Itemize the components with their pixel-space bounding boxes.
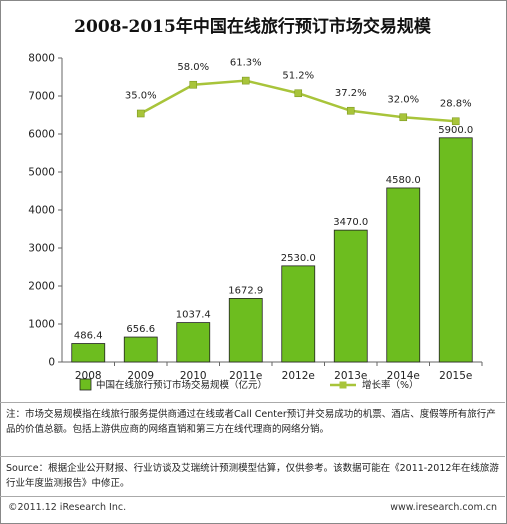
y-tick-label: 5000	[28, 167, 55, 179]
growth-rate-label: 28.8%	[440, 98, 472, 109]
note-definition: 注：市场交易规模指在线旅行服务提供商通过在线或者Call Center预订并交易…	[6, 409, 496, 435]
bar-value-label: 5900.0	[438, 125, 473, 136]
legend-bar-label: 中国在线旅行预订市场交易规模（亿元）	[96, 379, 267, 391]
bar-2010	[176, 322, 211, 363]
growth-point-2010	[189, 80, 198, 89]
bar-2011e	[228, 298, 263, 363]
growth-rate-label: 51.2%	[282, 70, 314, 81]
growth-point-2014e	[399, 113, 408, 122]
y-tick-label: 7000	[28, 91, 55, 103]
bar-value-label: 1672.9	[228, 285, 263, 296]
bar-2015e	[438, 137, 473, 363]
bar-2009	[123, 336, 158, 363]
growth-rate-label: 35.0%	[125, 91, 157, 102]
x-tick-label: 2010	[180, 370, 207, 382]
y-tick-label: 0	[48, 357, 55, 369]
x-tick-label: 2011e	[229, 370, 262, 382]
bar-value-label: 2530.0	[281, 253, 316, 264]
x-tick-label: 2009	[127, 370, 154, 382]
y-tick-label: 2000	[28, 281, 55, 293]
bar-value-label: 3470.0	[333, 217, 368, 228]
bar-2014e	[386, 187, 421, 363]
growth-rate-label: 61.3%	[230, 58, 262, 69]
growth-rate-label: 37.2%	[335, 88, 367, 99]
growth-point-2011e	[241, 76, 250, 85]
separator-1	[0, 402, 505, 403]
separator-3	[0, 496, 505, 497]
y-tick-label: 3000	[28, 243, 55, 255]
chart-canvas: 0 1000 2000 3000 4000 5000 6000 7000 8000 486.4 20…	[28, 53, 483, 391]
growth-point-2013e	[346, 106, 355, 115]
growth-point-2009	[136, 109, 145, 118]
bar-2012e	[281, 265, 316, 363]
y-tick-label: 8000	[28, 53, 55, 65]
growth-point-2015e	[451, 117, 460, 126]
x-tick-label: 2014e	[387, 370, 420, 382]
legend-bar-swatch	[79, 378, 92, 391]
note-source: Source：根据企业公开财报、行业访谈及艾瑞统计预测模型估算，仅供参考。该数据…	[6, 463, 499, 489]
bar-2013e	[333, 229, 368, 363]
legend-line-marker	[339, 381, 347, 389]
y-tick-label: 4000	[28, 205, 55, 217]
x-tick-label: 2012e	[282, 370, 315, 382]
y-tick-label: 1000	[28, 319, 55, 331]
footer-website: www.iresearch.com.cn	[390, 502, 497, 513]
bar-2008	[71, 343, 106, 363]
x-tick-label: 2015e	[439, 370, 472, 382]
bar-value-label: 486.4	[74, 331, 103, 342]
growth-rate-label: 32.0%	[387, 94, 419, 105]
legend-line-label: 增长率（%）	[362, 379, 419, 391]
y-tick-label: 6000	[28, 129, 55, 141]
growth-point-2012e	[294, 89, 303, 98]
x-tick-label: 2013e	[334, 370, 367, 382]
growth-rate-label: 58.0%	[177, 62, 209, 73]
chart-title: 2008-2015年中国在线旅行预订市场交易规模	[74, 17, 431, 37]
separator-2	[0, 456, 505, 457]
bar-value-label: 1037.4	[176, 310, 211, 321]
bar-value-label: 4580.0	[386, 175, 421, 186]
bar-value-label: 656.6	[126, 324, 155, 335]
footer-copyright: ©2011.12 iResearch Inc.	[8, 502, 127, 513]
